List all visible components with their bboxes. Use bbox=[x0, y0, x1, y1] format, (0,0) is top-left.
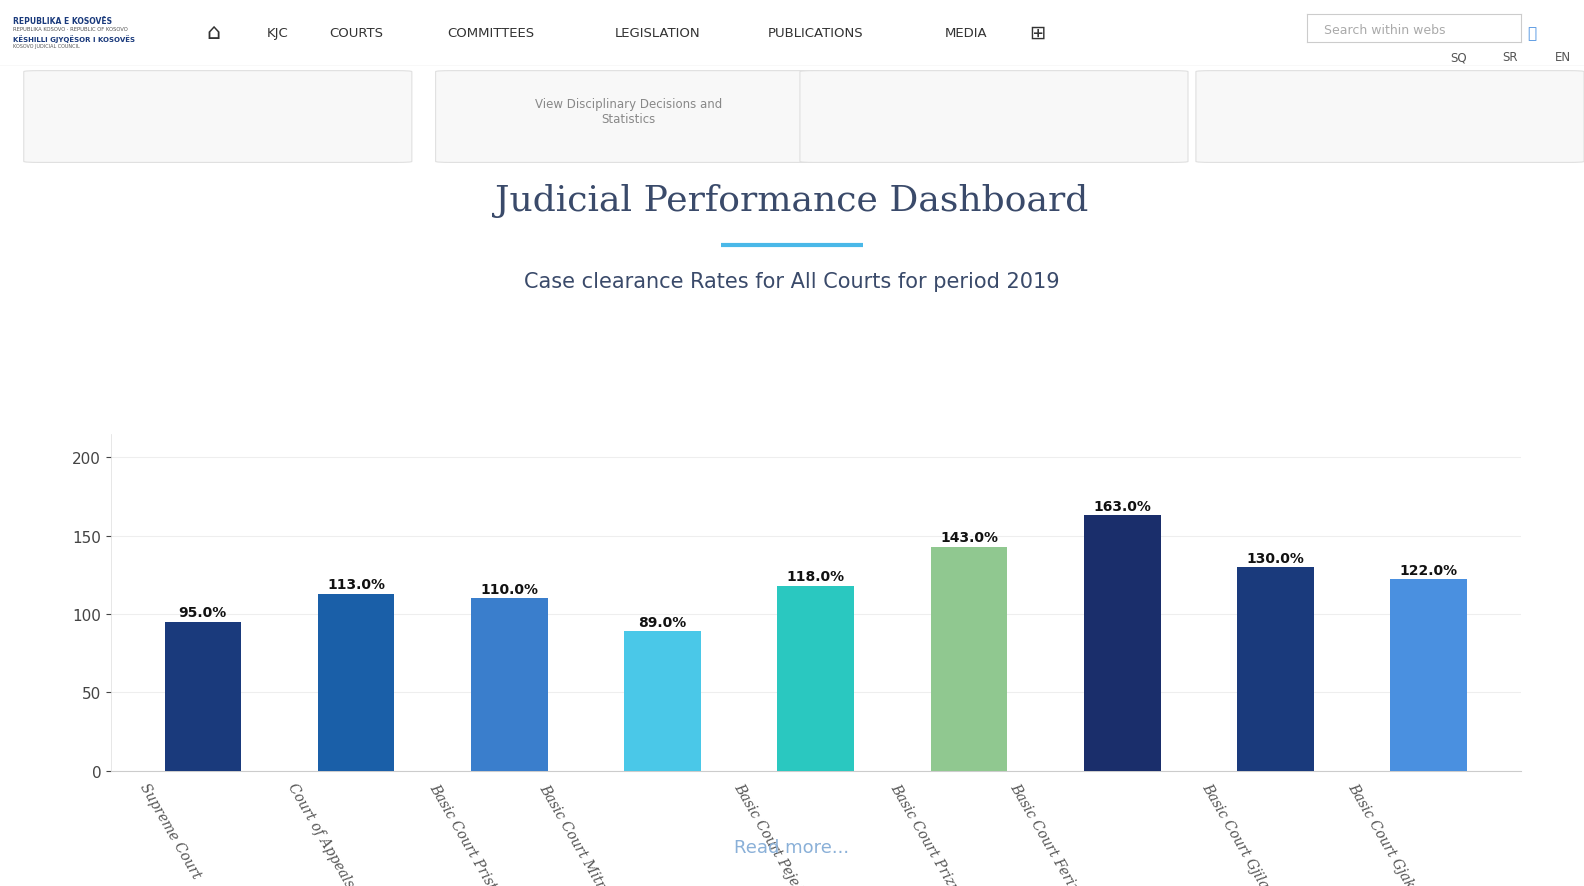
Text: MEDIA: MEDIA bbox=[946, 27, 987, 40]
Text: SR: SR bbox=[1503, 51, 1517, 64]
Text: KOSOVO JUDICIAL COUNCIL: KOSOVO JUDICIAL COUNCIL bbox=[13, 43, 79, 49]
Text: 122.0%: 122.0% bbox=[1400, 563, 1457, 578]
Text: Case clearance Rates for All Courts for period 2019: Case clearance Rates for All Courts for … bbox=[524, 271, 1060, 291]
Bar bbox=[624, 632, 700, 771]
Text: 130.0%: 130.0% bbox=[1247, 551, 1304, 565]
Text: REPUBLIKA KOSOVO · REPUBLIC OF KOSOVO: REPUBLIKA KOSOVO · REPUBLIC OF KOSOVO bbox=[13, 27, 127, 32]
Text: 118.0%: 118.0% bbox=[787, 570, 844, 584]
Text: ⌂: ⌂ bbox=[208, 23, 220, 43]
Bar bbox=[318, 594, 394, 771]
Text: COMMITTEES: COMMITTEES bbox=[447, 27, 535, 40]
FancyBboxPatch shape bbox=[24, 72, 412, 163]
Text: Search within webs: Search within webs bbox=[1324, 24, 1446, 37]
Text: 143.0%: 143.0% bbox=[939, 531, 998, 545]
Bar bbox=[1237, 567, 1313, 771]
FancyBboxPatch shape bbox=[0, 4, 158, 62]
Text: PUBLICATIONS: PUBLICATIONS bbox=[768, 27, 863, 40]
Bar bbox=[165, 622, 241, 771]
Text: SQ: SQ bbox=[1449, 51, 1467, 64]
Text: 110.0%: 110.0% bbox=[480, 582, 539, 596]
Bar bbox=[931, 547, 1007, 771]
FancyBboxPatch shape bbox=[1196, 72, 1584, 163]
Text: LEGISLATION: LEGISLATION bbox=[615, 27, 700, 40]
Text: View Disciplinary Decisions and
Statistics: View Disciplinary Decisions and Statisti… bbox=[535, 98, 722, 127]
Text: Read more...: Read more... bbox=[735, 837, 849, 856]
Bar bbox=[1391, 579, 1467, 771]
Text: 113.0%: 113.0% bbox=[326, 578, 385, 592]
Text: COURTS: COURTS bbox=[329, 27, 383, 40]
Text: REPUBLIKA E KOSOVËS: REPUBLIKA E KOSOVËS bbox=[13, 17, 111, 26]
Text: ⊞: ⊞ bbox=[1030, 24, 1045, 43]
Text: 🔍: 🔍 bbox=[1527, 26, 1536, 41]
Text: 95.0%: 95.0% bbox=[179, 606, 227, 619]
Text: KJC: KJC bbox=[266, 27, 288, 40]
FancyBboxPatch shape bbox=[436, 72, 824, 163]
Text: Judicial Performance Dashboard: Judicial Performance Dashboard bbox=[496, 183, 1088, 217]
FancyBboxPatch shape bbox=[800, 72, 1188, 163]
Bar bbox=[470, 599, 548, 771]
Text: EN: EN bbox=[1554, 51, 1571, 64]
Bar bbox=[778, 586, 854, 771]
Bar bbox=[1083, 516, 1161, 771]
Text: 89.0%: 89.0% bbox=[638, 615, 686, 629]
Text: KËSHILLI GJYQËSOR I KOSOVËS: KËSHILLI GJYQËSOR I KOSOVËS bbox=[13, 35, 135, 43]
Text: 163.0%: 163.0% bbox=[1093, 499, 1152, 513]
